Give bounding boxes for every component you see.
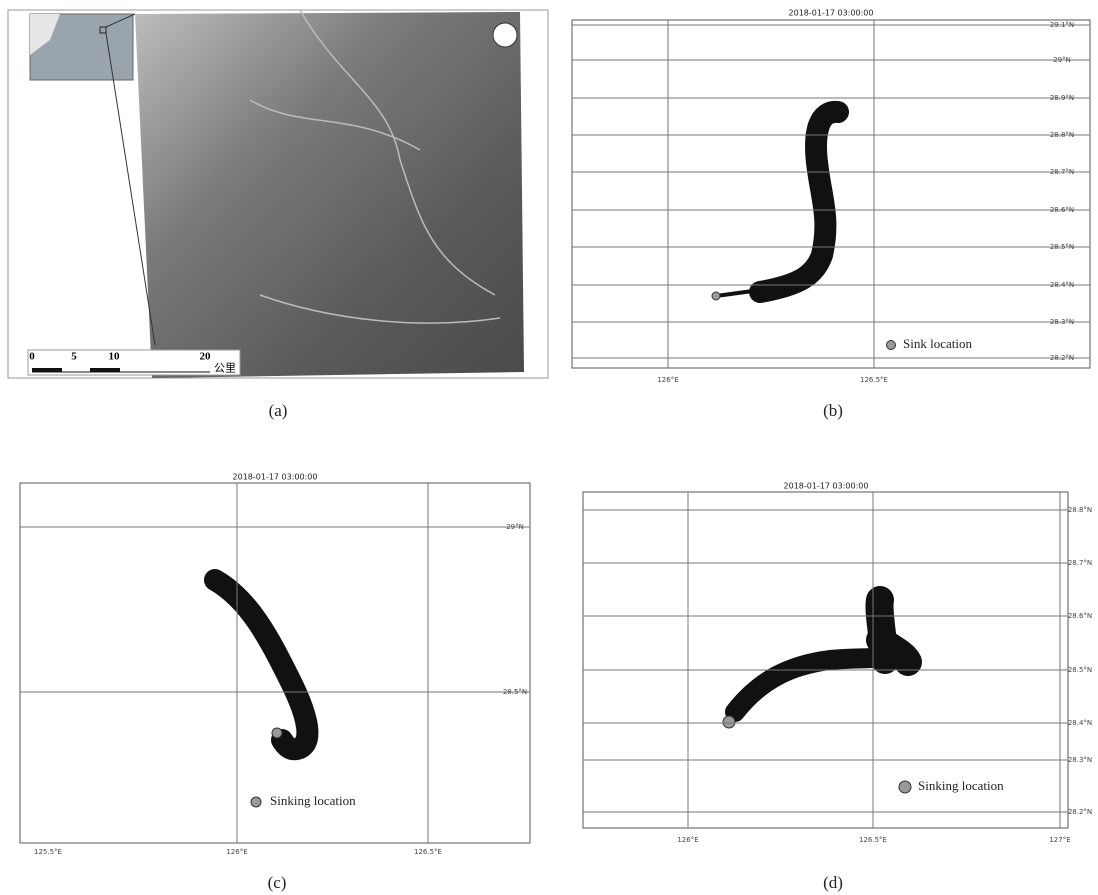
panel-d-frame <box>582 491 1069 829</box>
panel-c-frame <box>19 482 531 844</box>
inset-box <box>99 26 107 34</box>
y-tick-label: 28.7°N <box>1050 168 1074 176</box>
y-tick-label: 28.5°N <box>503 688 527 696</box>
legend-label: Sinking location <box>918 778 1004 793</box>
particle-cloud <box>725 645 900 722</box>
legend-label: Sinking location <box>270 793 356 808</box>
panel-caption: (d) <box>823 873 843 892</box>
sink-marker <box>711 291 721 301</box>
x-tick-label: 126°E <box>677 836 698 844</box>
y-tick-label: 28.5°N <box>1068 666 1092 674</box>
y-tick-label: 29°N <box>506 523 524 531</box>
y-tick-label: 28.2°N <box>1068 808 1092 816</box>
sink-marker <box>722 715 736 729</box>
particle-cloud <box>204 569 319 761</box>
y-tick-label: 28.4°N <box>1050 281 1074 289</box>
scale-bar <box>32 368 62 372</box>
x-tick-label: 126°E <box>226 848 247 856</box>
scale-unit: 公里 <box>214 362 236 375</box>
scale-box <box>27 349 241 376</box>
scale-label: 10 <box>109 351 121 363</box>
coastline <box>249 9 501 324</box>
y-tick-label: 28.9°N <box>1050 94 1074 102</box>
scale-label: 0 <box>29 351 35 363</box>
north-arrow <box>492 22 518 48</box>
legend-label: Sink location <box>903 336 972 351</box>
legend-marker <box>250 796 262 808</box>
panel-title: 2018-01-17 03:00:00 <box>233 473 318 482</box>
leader-line <box>105 32 156 346</box>
x-tick-label: 126°E <box>657 376 678 384</box>
x-tick-label: 126.5°E <box>860 376 888 384</box>
particle-cloud <box>865 586 922 676</box>
y-tick-label: 28.7°N <box>1068 559 1092 567</box>
panel-caption: (a) <box>269 401 288 420</box>
particle-trail <box>714 288 762 298</box>
x-tick-label: 126.5°E <box>414 848 442 856</box>
y-tick-label: 28.6°N <box>1068 612 1092 620</box>
y-tick-label: 29°N <box>1053 56 1071 64</box>
panel-title: 2018-01-17 03:00:00 <box>789 9 874 18</box>
particle-cloud <box>749 100 849 303</box>
panel-b-frame <box>571 19 1091 369</box>
inset-map <box>29 13 134 81</box>
panel-caption: (b) <box>823 401 843 420</box>
panel-caption: (c) <box>268 873 287 892</box>
inset-land <box>30 14 60 55</box>
y-tick-label: 28.3°N <box>1068 756 1092 764</box>
legend-marker <box>898 780 912 794</box>
x-tick-label: 126.5°E <box>859 836 887 844</box>
scale-bar <box>90 368 120 372</box>
legend-marker <box>886 340 896 350</box>
scale-label: 20 <box>200 351 212 363</box>
y-tick-label: 28.8°N <box>1050 131 1074 139</box>
panel-title: 2018-01-17 03:00:00 <box>784 482 869 491</box>
y-tick-label: 28.5°N <box>1050 243 1074 251</box>
x-tick-label: 125.5°E <box>34 848 62 856</box>
scale-label: 5 <box>71 351 77 363</box>
y-tick-label: 28.6°N <box>1050 206 1074 214</box>
leader-line <box>105 13 136 28</box>
y-tick-label: 28.8°N <box>1068 506 1092 514</box>
y-tick-label: 29.1°N <box>1050 21 1074 29</box>
panel-a <box>7 9 549 379</box>
y-tick-label: 28.2°N <box>1050 354 1074 362</box>
sink-marker <box>271 727 283 739</box>
x-tick-label: 127°E <box>1049 836 1070 844</box>
sar-image <box>135 12 524 378</box>
y-tick-label: 28.4°N <box>1068 719 1092 727</box>
y-tick-label: 28.3°N <box>1050 318 1074 326</box>
